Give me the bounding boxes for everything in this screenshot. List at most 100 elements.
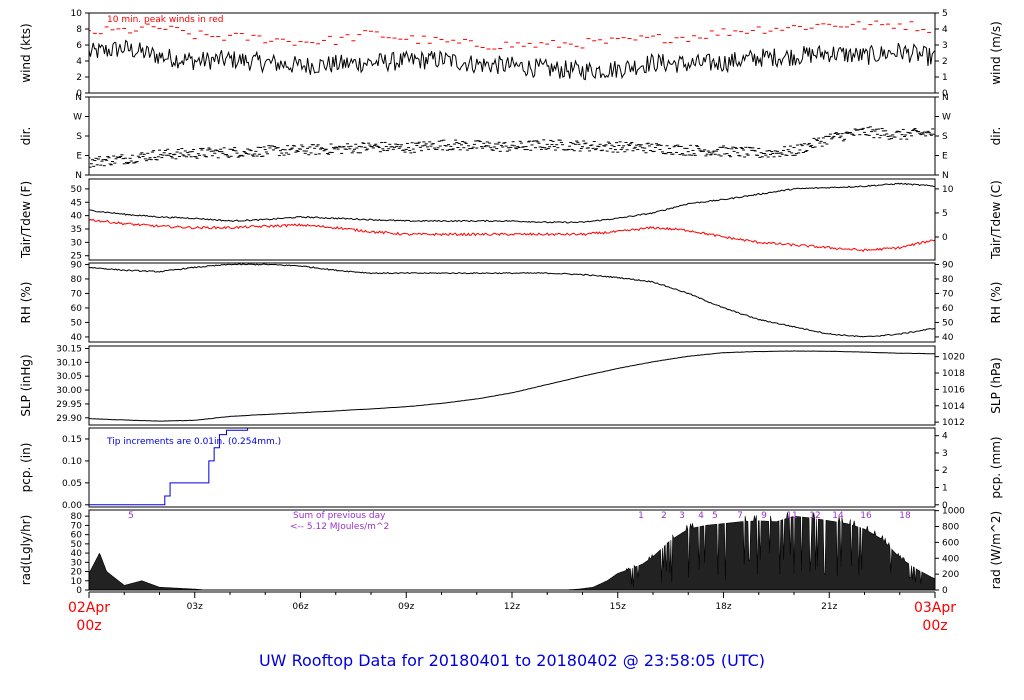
y-tick-label-right: S (942, 132, 948, 142)
panel-4: 29.90 29.95 30.00 30.05 30.10 30.15 1012 1014 10… (19, 344, 1003, 428)
panel-5: 0.00 0.05 0.10 0.15 0 1 2 3 4 pcp. (in) pcp. (mm) T… (19, 427, 1003, 511)
series-line-wind (89, 39, 935, 81)
panel-frame (88, 427, 936, 508)
y-tick-label-right: N (942, 93, 949, 103)
y-tick-label-right: 1016 (942, 385, 965, 395)
y-tick-label-left: 70 (71, 289, 83, 299)
y-tick-label-right: 800 (942, 523, 959, 533)
y-tick-label-left: 40 (71, 549, 83, 559)
radiation-sum-value: <-- 5.12 MJoules/m^2 (290, 522, 389, 532)
y-tick-label-left: 0.05 (62, 479, 82, 489)
y-tick-label-left: 80 (71, 512, 83, 522)
series-line-2-1 (89, 218, 935, 253)
peak-annotation: 10 min. peak winds in red (107, 15, 224, 25)
y-tick-label-right: 1 (942, 73, 948, 83)
precip-annotation: Tip increments are 0.01in. (0.254mm.) (106, 437, 281, 447)
y-axis-label-left: pcp. (in) (19, 443, 33, 493)
y-tick-label-right: E (942, 152, 948, 162)
panel-data-4 (89, 350, 935, 422)
x-tick-label: 18z (715, 602, 731, 612)
panel-data-0 (89, 20, 935, 81)
panel-6: 0102030405060708002004006008001000rad(Lg… (19, 507, 1003, 596)
x-start-time: 00z (76, 618, 101, 634)
panel-frame (88, 509, 936, 591)
panel-data-1 (89, 126, 935, 168)
y-tick-label-left: 0.00 (62, 501, 82, 511)
y-axis-label-right: pcp. (mm) (989, 436, 1003, 498)
radiation-hour-label: 4 (698, 511, 704, 521)
y-tick-label-left: 20 (71, 568, 83, 578)
y-tick-label-left: 35 (71, 225, 82, 235)
y-tick-label-left: 29.90 (56, 414, 82, 424)
radiation-hour-label: 5 (128, 511, 134, 521)
panel-0: 0 2 4 6 8 10 0 1 2 3 4 5 wind (kts) wind (m/s) 10 min.… (19, 9, 1003, 99)
radiation-hour-label: 9 (761, 511, 767, 521)
x-tick-label: 09z (398, 602, 414, 612)
radiation-hour-label: 18 (899, 511, 911, 521)
series-line-3-0 (89, 263, 935, 338)
y-tick-label-left: 0.10 (62, 457, 82, 467)
radiation-hour-label: 5 (712, 511, 718, 521)
y-tick-label-right: 2 (942, 466, 948, 476)
x-tick-label: 21z (821, 602, 837, 612)
y-tick-label-left: 45 (71, 198, 82, 208)
y-tick-label-right: 60 (942, 304, 954, 314)
y-axis-label-right: RH (%) (989, 282, 1003, 324)
y-axis-label-right: Tair/Tdew (C) (989, 180, 1003, 260)
radiation-hour-label: 7 (737, 511, 743, 521)
y-tick-label-left: 60 (71, 304, 83, 314)
y-tick-label-right: 0 (942, 233, 948, 243)
y-axis-label-right: dir. (989, 127, 1003, 146)
y-tick-label-left: 70 (71, 521, 83, 531)
y-tick-label-right: 2 (942, 57, 948, 67)
series-line-precip (89, 428, 249, 506)
y-tick-label-left: 29.95 (56, 400, 82, 410)
panel-data-6 (89, 512, 935, 590)
x-tick-label: 06z (292, 602, 308, 612)
radiation-hour-label: 1 (638, 511, 644, 521)
y-tick-label-left: N (75, 93, 82, 103)
y-tick-label-left: 0 (76, 586, 82, 596)
y-axis-label-left: SLP (inHg) (19, 354, 33, 416)
y-tick-label-right: 0 (942, 586, 948, 596)
y-tick-label-right: N (942, 171, 949, 181)
x-start-date: 02Apr (68, 600, 110, 616)
y-tick-label-left: 90 (71, 260, 83, 270)
y-tick-label-left: 30.05 (56, 372, 82, 382)
y-tick-label-right: 10 (942, 185, 954, 195)
y-tick-label-left: 30.15 (56, 344, 82, 354)
y-tick-label-right: 70 (942, 289, 954, 299)
radiation-hour-label: 11 (786, 511, 797, 521)
y-tick-label-left: 25 (71, 252, 82, 262)
y-axis-label-left: dir. (19, 127, 33, 146)
y-tick-label-left: E (76, 152, 82, 162)
y-tick-label-right: 5 (942, 9, 948, 19)
y-axis-label-left: Tair/Tdew (F) (19, 181, 33, 259)
panel-frame (88, 96, 936, 176)
radiation-hour-label: 12 (809, 511, 820, 521)
y-tick-label-left: 10 (71, 577, 83, 587)
radiation-hour-label: 14 (832, 511, 844, 521)
y-tick-label-left: 10 (71, 9, 83, 19)
x-tick-label: 03z (187, 602, 203, 612)
y-tick-label-left: 30 (71, 238, 83, 248)
radiation-hour-label: 16 (860, 511, 872, 521)
radiation-sum-label: Sum of previous day (293, 511, 386, 521)
y-tick-label-right: 1012 (942, 418, 965, 428)
y-tick-label-right: 4 (942, 432, 948, 442)
y-tick-label-left: 40 (71, 333, 83, 343)
y-tick-label-left: 50 (71, 185, 83, 195)
y-tick-label-left: 0.15 (62, 435, 82, 445)
y-tick-label-right: 400 (942, 554, 959, 564)
radiation-hour-label: 2 (661, 511, 667, 521)
y-tick-label-right: 90 (942, 260, 954, 270)
y-tick-label-left: N (75, 171, 82, 181)
y-tick-label-left: 8 (76, 25, 82, 35)
y-tick-label-right: 200 (942, 570, 959, 580)
series-line-4-0 (89, 350, 935, 422)
y-tick-label-right: 0 (942, 89, 948, 99)
y-tick-label-right: 0 (942, 501, 948, 511)
y-tick-label-left: 30 (71, 558, 83, 568)
y-tick-label-left: 0 (76, 89, 82, 99)
